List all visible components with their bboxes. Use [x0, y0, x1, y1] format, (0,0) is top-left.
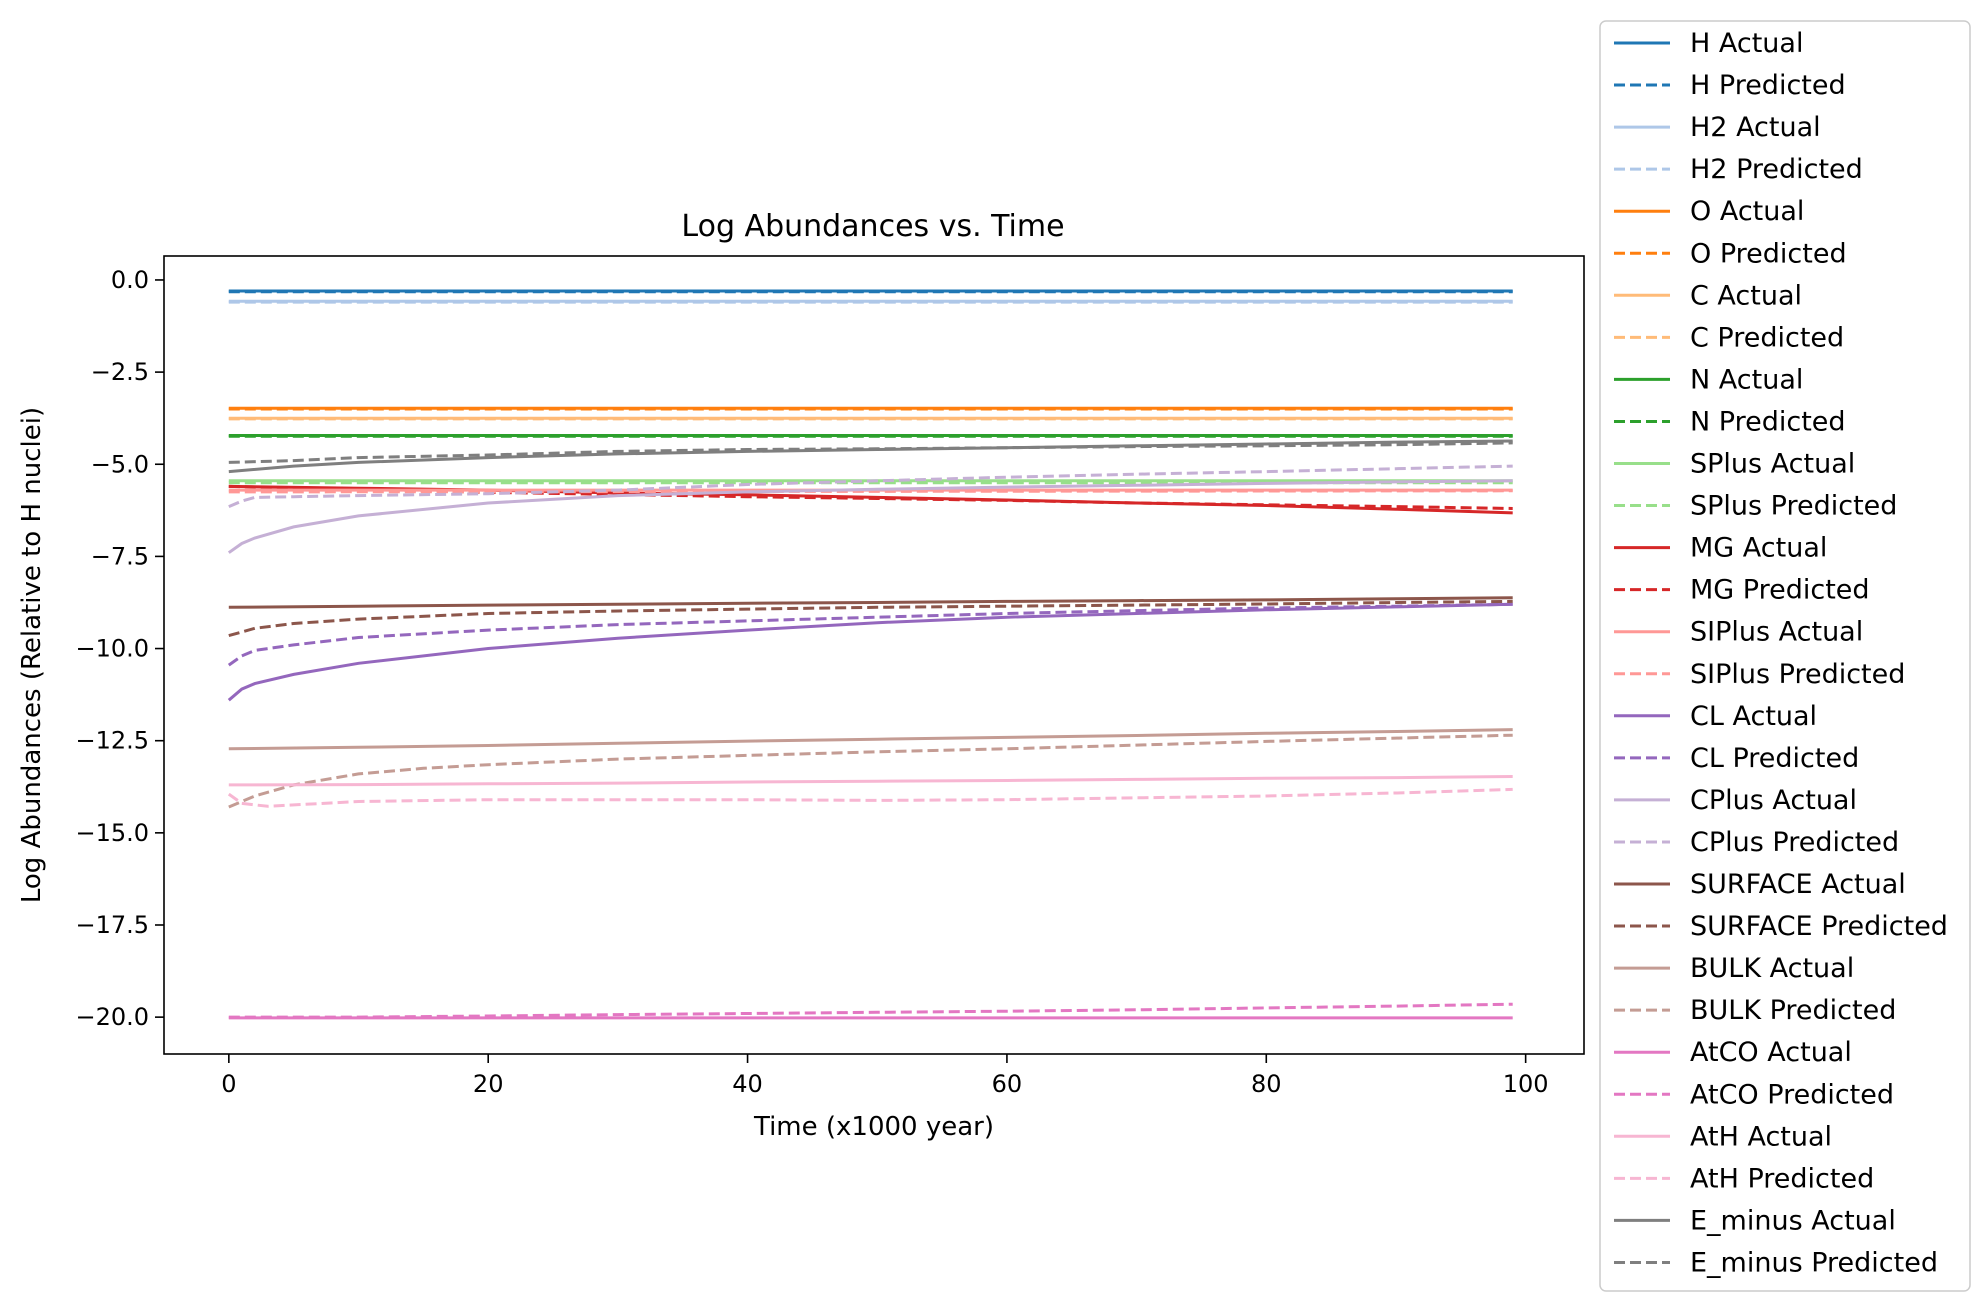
legend-item: BULK Predicted [1614, 995, 1896, 1026]
legend-label: E_minus Predicted [1690, 1247, 1938, 1278]
chart-title: Log Abundances vs. Time [681, 209, 1064, 244]
series-line-cplus-actual [227, 479, 1513, 554]
legend-item: O Actual [1614, 196, 1804, 227]
legend-item: AtH Predicted [1614, 1163, 1874, 1194]
legend-item: SIPlus Predicted [1614, 659, 1905, 690]
legend-item: C Predicted [1614, 322, 1844, 353]
legend-label: H Predicted [1690, 70, 1846, 101]
series-line-e-minus-predicted [228, 441, 1513, 464]
legend-item: SIPlus Actual [1614, 617, 1863, 648]
y-tick-label: −17.5 [75, 911, 149, 939]
x-axis: 0 20 40 60 80 100 [221, 1054, 1549, 1098]
y-tick-label: −10.0 [75, 635, 149, 663]
legend-label: AtH Predicted [1690, 1163, 1874, 1194]
legend-label: MG Predicted [1690, 575, 1870, 606]
plot-area [163, 255, 1585, 1055]
legend-item: E_minus Actual [1614, 1205, 1896, 1236]
x-tick-label: 20 [473, 1070, 504, 1098]
x-tick-label: 0 [221, 1070, 236, 1098]
legend-label: SPlus Actual [1690, 449, 1855, 480]
legend-label: C Predicted [1690, 322, 1844, 353]
legend-item: H2 Predicted [1614, 154, 1863, 185]
series-line-ath-predicted [227, 787, 1513, 808]
series-line-siplus-predicted [228, 489, 1513, 494]
legend-label: CPlus Predicted [1690, 827, 1899, 858]
legend-label: H Actual [1690, 28, 1803, 59]
series-line-bulk-actual [228, 728, 1513, 751]
y-tick-label: −12.5 [75, 727, 149, 755]
series-layer [227, 289, 1513, 1020]
y-tick-label: −2.5 [91, 358, 149, 386]
y-tick-label: −15.0 [75, 819, 149, 847]
legend-item: H Predicted [1614, 70, 1846, 101]
legend-item: H Actual [1614, 28, 1803, 59]
x-tick-label: 100 [1503, 1070, 1549, 1098]
series-line-atco-predicted [228, 1002, 1513, 1019]
legend-label: AtH Actual [1690, 1121, 1832, 1152]
series-line-surface-actual [228, 596, 1513, 609]
legend-frame [1599, 20, 1971, 1292]
legend-item: MG Predicted [1614, 575, 1870, 606]
legend-label: MG Actual [1690, 533, 1827, 564]
legend-label: CL Predicted [1690, 743, 1859, 774]
y-tick-label: −20.0 [75, 1003, 149, 1031]
series-line-ath-actual [228, 775, 1513, 787]
legend-label: O Predicted [1690, 238, 1847, 269]
series-line-cplus-predicted [228, 464, 1513, 508]
legend-item: AtCO Predicted [1614, 1079, 1894, 1110]
series-line-cl-actual [227, 602, 1513, 702]
legend-item: AtH Actual [1614, 1121, 1832, 1152]
legend-label: AtCO Predicted [1690, 1079, 1894, 1110]
y-tick-label: −7.5 [91, 542, 149, 570]
legend-item: C Actual [1614, 280, 1802, 311]
x-tick-label: 80 [1251, 1070, 1282, 1098]
legend-item: E_minus Predicted [1614, 1247, 1938, 1278]
legend-label: N Actual [1690, 364, 1803, 395]
legend-label: SURFACE Predicted [1690, 911, 1948, 942]
x-axis-label: Time (x1000 year) [753, 1112, 994, 1142]
legend-item: N Actual [1614, 364, 1803, 395]
legend-item: CPlus Predicted [1614, 827, 1899, 858]
x-tick-label: 40 [732, 1070, 763, 1098]
legend-item: O Predicted [1614, 238, 1847, 269]
legend-label: H2 Actual [1690, 112, 1821, 143]
legend-label: CPlus Actual [1690, 785, 1857, 816]
legend-item: BULK Actual [1614, 953, 1854, 984]
legend-item: SURFACE Predicted [1614, 911, 1948, 942]
legend-label: BULK Actual [1690, 953, 1854, 984]
legend-item: SURFACE Actual [1614, 869, 1906, 900]
legend-label: E_minus Actual [1690, 1205, 1896, 1236]
legend-label: SIPlus Actual [1690, 617, 1863, 648]
legend-label: SURFACE Actual [1690, 869, 1906, 900]
legend-label: O Actual [1690, 196, 1804, 227]
legend-item: AtCO Actual [1614, 1037, 1852, 1068]
legend-item: CL Actual [1614, 701, 1817, 732]
legend-item: MG Actual [1614, 533, 1827, 564]
x-tick-label: 60 [992, 1070, 1023, 1098]
legend-item: CL Predicted [1614, 743, 1859, 774]
y-tick-label: −5.0 [91, 450, 149, 478]
legend-item: N Predicted [1614, 406, 1846, 437]
legend-label: CL Actual [1690, 701, 1817, 732]
legend: H Actual H Predicted H2 Actual H2 Predicted… [1599, 20, 1971, 1292]
legend-label: H2 Predicted [1690, 154, 1863, 185]
series-line-cl-predicted [227, 602, 1513, 667]
legend-label: SPlus Predicted [1690, 491, 1897, 522]
y-axis: 0.0 −2.5 −5.0 −7.5 −10.0 −12.5 −15.0 −17.5 −20.0 [75, 266, 164, 1031]
legend-item: SPlus Actual [1614, 449, 1855, 480]
legend-label: AtCO Actual [1690, 1037, 1852, 1068]
series-line-surface-predicted [228, 599, 1513, 638]
legend-item: CPlus Actual [1614, 785, 1857, 816]
legend-label: BULK Predicted [1690, 995, 1896, 1026]
legend-label: C Actual [1690, 280, 1802, 311]
legend-label: SIPlus Predicted [1690, 659, 1905, 690]
y-tick-label: 0.0 [111, 266, 149, 294]
legend-item: H2 Actual [1614, 112, 1821, 143]
y-axis-label: Log Abundances (Relative to H nuclei) [17, 407, 47, 903]
legend-label: N Predicted [1690, 406, 1846, 437]
legend-item: SPlus Predicted [1614, 491, 1897, 522]
